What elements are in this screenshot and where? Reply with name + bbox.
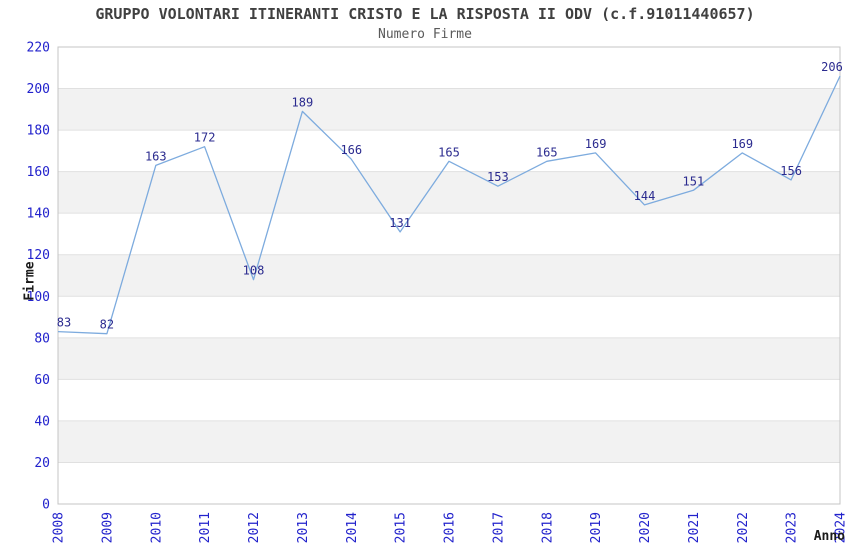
point-label: 163 <box>145 149 167 163</box>
point-label: 172 <box>194 131 216 145</box>
grid-band <box>58 171 840 214</box>
y-tick-label: 60 <box>34 373 50 388</box>
point-label: 166 <box>340 143 362 157</box>
y-tick-label: 160 <box>27 165 50 180</box>
y-tick-label: 140 <box>27 207 50 222</box>
x-tick-label: 2015 <box>394 512 409 543</box>
point-label: 131 <box>389 216 411 230</box>
point-label: 108 <box>243 264 265 278</box>
point-label: 82 <box>100 318 114 332</box>
point-label: 144 <box>634 189 656 203</box>
x-tick-label: 2019 <box>589 512 604 543</box>
y-tick-label: 40 <box>34 414 50 429</box>
x-tick-label: 2023 <box>785 512 800 543</box>
y-tick-label: 120 <box>27 248 50 263</box>
point-label: 165 <box>536 145 558 159</box>
point-label: 169 <box>585 137 607 151</box>
x-tick-label: 2010 <box>149 512 164 543</box>
x-tick-label: 2017 <box>491 512 506 543</box>
y-tick-label: 100 <box>27 290 50 305</box>
y-tick-label: 180 <box>27 124 50 139</box>
y-tick-label: 20 <box>34 456 50 471</box>
y-tick-label: 80 <box>34 331 50 346</box>
point-label: 156 <box>780 164 802 178</box>
x-axis-title: Anno <box>813 529 845 544</box>
point-label: 169 <box>731 137 753 151</box>
point-label: 83 <box>57 316 71 330</box>
y-axis-title: Firme <box>22 261 38 301</box>
point-label: 206 <box>821 60 843 74</box>
chart-subtitle: Numero Firme <box>378 27 472 42</box>
point-label: 151 <box>683 174 705 188</box>
x-tick-label: 2008 <box>52 512 67 543</box>
point-label: 189 <box>292 95 314 109</box>
grid-band <box>58 88 840 131</box>
x-tick-label: 2024 <box>834 512 849 543</box>
x-tick-label: 2016 <box>443 512 458 543</box>
x-tick-label: 2020 <box>638 512 653 543</box>
point-label: 153 <box>487 170 509 184</box>
chart-title: GRUPPO VOLONTARI ITINERANTI CRISTO E LA … <box>95 5 755 23</box>
point-label: 165 <box>438 145 460 159</box>
data-line <box>57 75 841 335</box>
x-tick-label: 2009 <box>100 512 115 543</box>
grid-band <box>58 420 840 463</box>
grid-band <box>58 337 840 380</box>
y-tick-label: 0 <box>42 498 50 513</box>
x-tick-label: 2021 <box>687 512 702 543</box>
grid-band <box>58 254 840 297</box>
y-tick-label: 220 <box>27 41 50 56</box>
x-tick-label: 2022 <box>736 512 751 543</box>
plot-border <box>57 46 841 505</box>
x-tick-label: 2012 <box>247 512 262 543</box>
x-tick-label: 2014 <box>345 512 360 543</box>
y-tick-label: 200 <box>27 82 50 97</box>
x-tick-label: 2018 <box>540 512 555 543</box>
x-tick-label: 2011 <box>198 512 213 543</box>
x-tick-label: 2013 <box>296 512 311 543</box>
